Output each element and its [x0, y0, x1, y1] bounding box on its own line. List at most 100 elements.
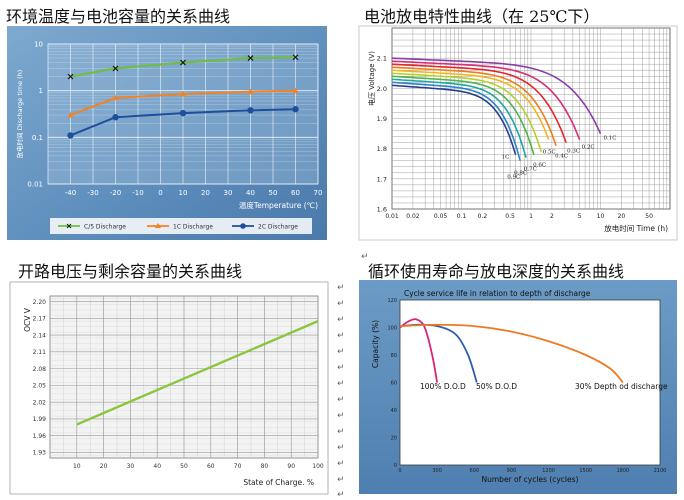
chart1-legend-label: 1C Discharge [173, 223, 213, 230]
chart1-point-marker [247, 55, 254, 61]
chart2-series-line [391, 63, 567, 143]
chart2-x-tick-label: 5 [578, 213, 582, 220]
chart1-y-tick-label: 10 [34, 41, 43, 49]
paragraph-mark: ↵ [337, 427, 345, 437]
chart2-y-tick-label: 1.9 [377, 115, 387, 123]
chart1-x-tick-label: 30 [224, 189, 233, 197]
chart2-x-tick-label: 0.05 [434, 213, 448, 220]
chart2-series-line [391, 84, 517, 155]
chart3-y-tick-label: 2.20 [33, 299, 47, 306]
paragraph-mark: ↵ [361, 252, 369, 262]
chart2-x-tick-label: 0.02 [406, 213, 420, 220]
chart4-y-tick-label: 120 [387, 298, 397, 304]
chart-cycle-life: Cycle service life in relation to depth … [359, 280, 677, 494]
chart4-x-tick-label: 1500 [579, 468, 592, 474]
chart1-x-tick-label: -40 [65, 189, 76, 197]
chart1-point-marker [292, 87, 299, 94]
chart1-x-tick-label: 10 [179, 189, 188, 197]
chart1-y-tick-label: 0.1 [32, 134, 43, 142]
chart2-series-label: 0.9C [507, 175, 520, 181]
chart1-legend-marker [240, 223, 246, 229]
chart2-x-tick-label: 0.5 [505, 213, 515, 220]
chart2-series-line [391, 66, 557, 146]
chart2-x-tick-label: 10 [597, 213, 605, 220]
chart2-y-tick-label: 1.8 [377, 145, 387, 153]
chart4-y-tick-label: 60 [391, 381, 397, 387]
paragraph-mark: ↵ [337, 347, 345, 357]
chart2-x-axis-label: 放电时间 Time (h) [604, 223, 668, 233]
chart3-y-tick-label: 2.11 [33, 349, 47, 356]
chart2-y-tick-label: 1.7 [377, 175, 387, 183]
chart3-y-tick-label: 2.02 [33, 399, 47, 406]
chart3-x-tick-label: 50 [180, 463, 188, 470]
chart2-x-tick-label: 1 [529, 213, 533, 220]
chart2-x-tick-label: 0.2 [478, 213, 488, 220]
chart4-series-label: 30% Depth od discharge [575, 382, 668, 391]
chart1-legend-marker [155, 223, 161, 228]
chart2-series-line [391, 75, 535, 155]
chart1-x-axis-label: 温度Temperature (℃) [239, 200, 318, 210]
chart1-x-tick-label: 0 [158, 189, 162, 197]
chart4-x-tick-label: 1800 [616, 468, 629, 474]
paragraph-mark: ↵ [337, 411, 345, 421]
chart4-x-tick-label: 1200 [542, 468, 555, 474]
chart3-series-line [76, 320, 319, 426]
chart1-point-marker [112, 65, 119, 72]
chart1-point-marker [247, 88, 254, 95]
chart2-x-tick-label: 0.1 [457, 213, 467, 220]
chart4-x-tick-label: 600 [470, 468, 480, 474]
chart3-y-tick-label: 2.17 [33, 316, 47, 323]
chart4-series-label: 100% D.O.D [420, 382, 466, 391]
chart4-x-tick-label: 0 [398, 468, 401, 474]
chart4-x-tick-label: 2100 [654, 468, 667, 474]
chart4-y-axis-label: Capacity (%) [371, 320, 380, 368]
chart3-x-tick-label: 30 [127, 463, 135, 470]
chart3-y-axis-label: OCV V [23, 307, 32, 332]
chart1-x-tick-label: 20 [201, 189, 210, 197]
chart3-x-tick-label: 10 [73, 463, 81, 470]
paragraph-mark: ↵ [337, 459, 345, 469]
chart2-series-label: 0.5C [543, 150, 556, 156]
chart2-y-axis-label: 电压 Voltage (V) [367, 51, 376, 106]
paragraph-mark: ↵ [337, 475, 345, 485]
chart2-series-line [391, 60, 581, 140]
chart2-series-label: 0.1C [604, 136, 617, 142]
chart1-x-tick-label: 50 [269, 189, 278, 197]
chart4-series-line [399, 323, 624, 384]
chart3-x-tick-label: 80 [261, 463, 269, 470]
chart1-legend-label: 2C Discharge [258, 223, 298, 230]
chart1-point-marker [180, 90, 186, 97]
chart2-y-tick-label: 2.1 [377, 55, 387, 63]
chart3-y-tick-label: 2.14 [33, 332, 47, 339]
chart4-y-tick-label: 0 [394, 463, 397, 469]
chart1-x-tick-label: -10 [132, 189, 143, 197]
chart4-x-axis-label: Number of cycles (cycles) [482, 475, 579, 484]
chart3-y-tick-label: 1.99 [33, 416, 47, 423]
chart2-series-label: 0.6C [533, 163, 546, 169]
chart1-x-tick-label: -20 [110, 189, 121, 197]
chart1-legend-marker [66, 223, 72, 229]
chart2-x-tick-label: 2 [550, 213, 554, 220]
chart2-x-tick-label: 20 [618, 213, 626, 220]
chart2-x-tick-label: 50 [645, 213, 653, 220]
title-ocv-soc: 开路电压与剩余容量的关系曲线 [18, 262, 243, 281]
chart3-y-tick-label: 2.05 [33, 383, 47, 390]
chart3-x-tick-label: 70 [234, 463, 242, 470]
chart2-series-label: 0.8C [514, 171, 527, 177]
chart1-point-marker [67, 132, 74, 139]
chart2-series-label: 0.2C [582, 145, 595, 151]
chart1-x-tick-label: -30 [87, 189, 98, 197]
chart1-background [7, 26, 327, 240]
chart4-y-tick-label: 20 [391, 436, 397, 442]
chart2-series-line [391, 69, 550, 140]
chart3-x-tick-label: 100 [312, 463, 324, 470]
chart1-point-marker [179, 109, 187, 117]
chart4-y-tick-label: 40 [391, 408, 397, 414]
chart4-y-tick-label: 80 [391, 353, 397, 359]
chart3-y-tick-label: 1.93 [33, 450, 47, 457]
chart2-series-label: 1C [502, 155, 510, 161]
title-temperature-capacity: 环境温度与电池容量的关系曲线 [6, 7, 231, 26]
chart1-point-marker [112, 94, 119, 101]
chart3-y-tick-label: 2.08 [33, 366, 47, 373]
